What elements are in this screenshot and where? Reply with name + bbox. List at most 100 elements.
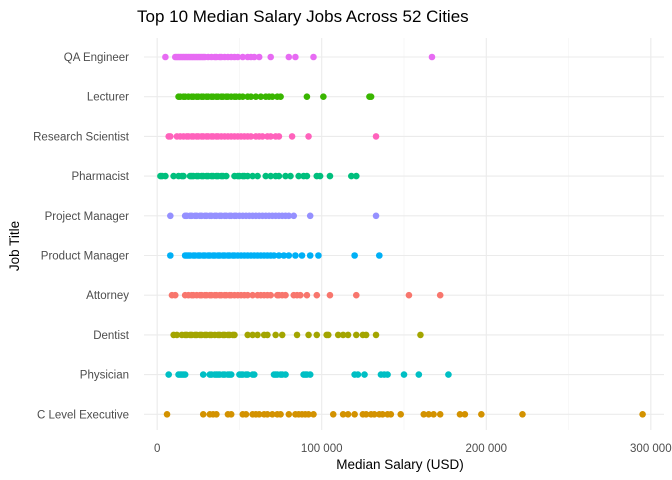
data-point [167, 212, 174, 220]
data-point [285, 252, 293, 259]
data-point [252, 93, 260, 100]
data-point [310, 411, 317, 418]
data-point [362, 411, 370, 418]
data-point [275, 172, 283, 180]
data-point [167, 133, 174, 140]
x-axis-title: Median Salary (USD) [336, 457, 464, 472]
data-point [305, 411, 312, 418]
x-tick-label: 0 [154, 443, 160, 455]
series-attorney [168, 291, 444, 299]
y-tick-label: Product Manager [41, 251, 129, 263]
data-point [303, 172, 311, 180]
data-point [519, 411, 526, 418]
data-point [239, 93, 247, 100]
data-point [354, 371, 362, 378]
y-tick-labels: QA Engineer Lecturer Research Scientist Pha… [33, 52, 130, 421]
data-point [344, 411, 352, 418]
data-point [297, 291, 304, 299]
data-point [280, 252, 288, 259]
data-point [227, 371, 235, 378]
data-point [247, 133, 255, 140]
data-point [254, 331, 261, 339]
data-point [165, 371, 172, 378]
x-tick-labels: 0 100 000 200 000 300 000 [154, 443, 672, 455]
data-point [352, 172, 360, 180]
x-tick-label: 100 000 [301, 443, 343, 455]
data-point [264, 411, 271, 418]
data-point [387, 411, 395, 418]
data-point [639, 411, 646, 418]
data-point [242, 411, 250, 418]
chart-title: Top 10 Median Salary Jobs Across 52 Citi… [137, 7, 469, 26]
data-point [367, 93, 375, 100]
data-point [239, 53, 247, 61]
data-point [290, 212, 298, 220]
data-point [180, 172, 187, 180]
data-point [249, 172, 256, 180]
data-point [244, 172, 251, 180]
data-point [329, 411, 337, 418]
data-point [163, 411, 171, 418]
data-point [199, 411, 207, 418]
data-point [428, 53, 436, 61]
data-point [222, 172, 230, 180]
data-point [170, 172, 177, 180]
data-point [162, 172, 169, 180]
data-point [257, 93, 265, 100]
data-point [352, 331, 360, 339]
data-point [372, 331, 380, 339]
data-point [250, 371, 258, 378]
data-point [306, 252, 314, 259]
data-point [310, 53, 317, 61]
data-point [267, 53, 275, 61]
data-point [326, 172, 334, 180]
data-point [303, 93, 311, 100]
data-point [313, 291, 321, 299]
data-point [316, 172, 324, 180]
y-tick-label: Dentist [93, 330, 130, 342]
data-point [247, 93, 255, 100]
data-point [262, 172, 270, 180]
data-point [371, 411, 378, 418]
data-point [173, 331, 181, 339]
data-point [313, 331, 321, 339]
data-point [478, 411, 485, 418]
data-point [231, 331, 238, 339]
data-point [278, 331, 286, 339]
y-tick-label: Pharmacist [71, 171, 129, 183]
data-point [417, 331, 424, 339]
data-point [255, 411, 263, 418]
data-point [213, 411, 220, 418]
y-tick-label: Physician [80, 370, 129, 382]
data-point [306, 212, 314, 220]
data-point [397, 411, 405, 418]
data-point [362, 331, 370, 339]
x-tick-label: 300 000 [630, 443, 672, 455]
data-point [461, 411, 469, 418]
y-tick-label: Attorney [86, 290, 129, 302]
data-point [249, 291, 256, 299]
data-point [292, 252, 299, 259]
series-c-level-executive [163, 411, 646, 418]
data-point [162, 53, 169, 61]
data-point [234, 53, 242, 61]
series-project-manager [167, 212, 380, 220]
data-points [157, 53, 646, 418]
data-point [445, 371, 452, 378]
data-point [282, 172, 289, 180]
data-point [436, 291, 444, 299]
data-point [244, 371, 251, 378]
data-point [285, 212, 293, 220]
data-point [275, 133, 283, 140]
series-dentist [170, 331, 424, 339]
y-tick-label: Lecturer [87, 92, 129, 104]
data-point [376, 252, 383, 259]
y-tick-label: Project Manager [45, 211, 130, 223]
data-point [254, 172, 261, 180]
data-point [275, 252, 283, 259]
data-point [267, 172, 275, 180]
y-tick-label: QA Engineer [64, 52, 129, 64]
data-point [292, 53, 299, 61]
data-point [303, 291, 311, 299]
